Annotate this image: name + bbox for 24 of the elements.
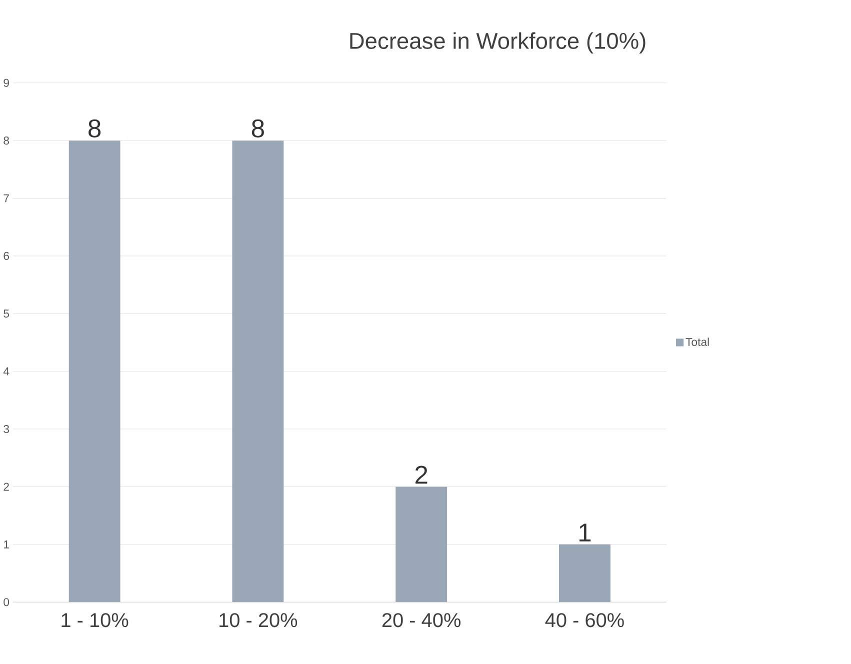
data-label: 8 [252, 119, 264, 138]
y-tick-label: 0 [4, 598, 10, 606]
y-tick-label: 9 [4, 78, 9, 87]
x-tick-label: 20 - 40% [382, 613, 460, 628]
bar [559, 544, 610, 602]
y-tick-label: 7 [4, 194, 9, 202]
bar [68, 140, 120, 602]
y-tick-label: 8 [4, 136, 10, 145]
bar [232, 140, 284, 602]
data-label: 8 [88, 119, 101, 138]
x-tick-label: 40 - 60% [545, 613, 624, 628]
y-tick-label: 1 [4, 540, 9, 548]
data-label: 2 [416, 466, 428, 484]
bar [396, 486, 448, 602]
x-tick-label: 10 - 20% [220, 613, 298, 628]
y-tick-label: 4 [3, 367, 10, 376]
y-tick-label: 6 [4, 252, 10, 260]
y-tick-label: 2 [4, 482, 9, 491]
legend-label: Total [686, 338, 709, 346]
y-tick-label: 5 [4, 310, 10, 318]
chart-title: Decrease in Workforce (10%) [350, 32, 646, 54]
data-label: 1 [580, 524, 591, 542]
y-tick-label: 3 [4, 424, 10, 434]
x-tick-label: 1 - 10% [62, 613, 128, 628]
